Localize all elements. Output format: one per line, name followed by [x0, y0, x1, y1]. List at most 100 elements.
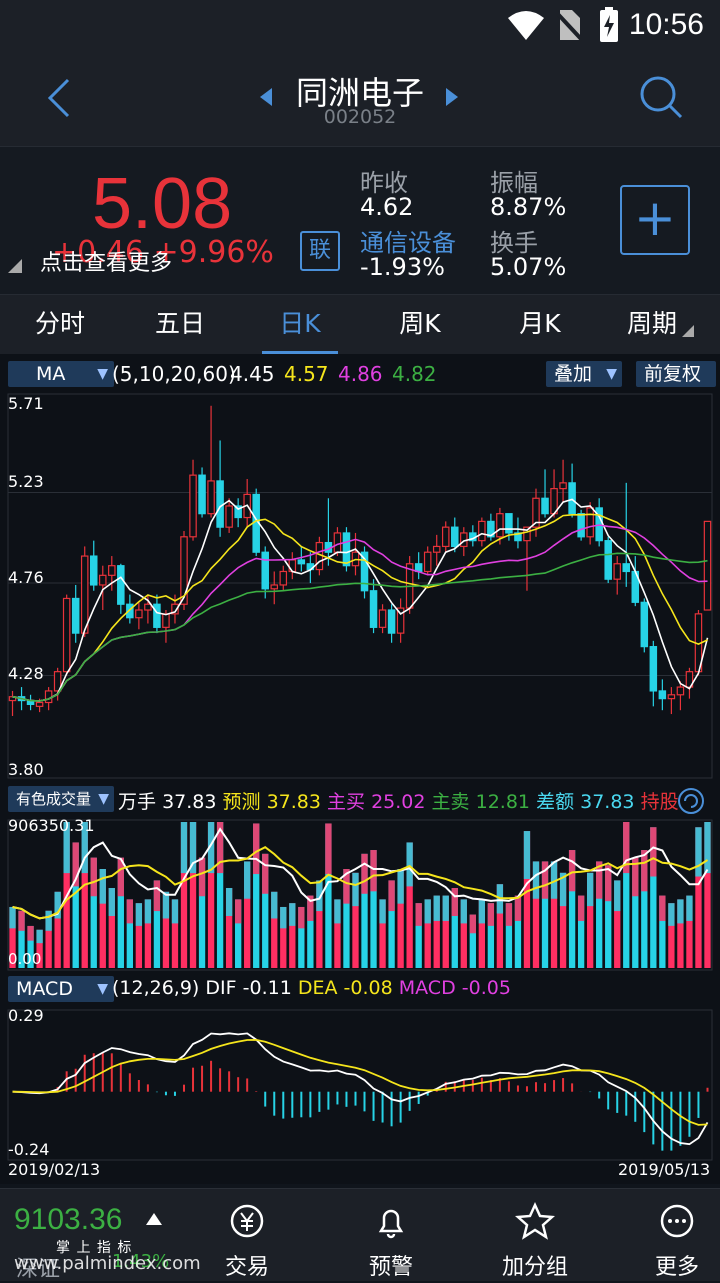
volume-bar-buy — [216, 822, 224, 874]
price-axis-label: 5.71 — [8, 394, 44, 413]
macd-label: MACD — [398, 977, 456, 999]
index-value[interactable]: 9103.36 — [14, 1203, 123, 1236]
volume-bar — [659, 895, 666, 968]
volume-bar — [171, 899, 179, 968]
candle-body — [478, 520, 486, 542]
view-more-hint[interactable]: 点击查看更多 — [40, 251, 173, 276]
candle-body — [270, 584, 279, 590]
overlay-label: 叠加 — [554, 363, 593, 385]
candle-body — [144, 603, 152, 611]
clock: 10:56 — [628, 8, 704, 41]
candle-body — [288, 559, 297, 573]
volume-bar-buy — [695, 827, 702, 877]
nav-more-label: 更多 — [654, 1255, 699, 1280]
volume-bar-buy — [54, 891, 61, 919]
volume-bar-buy — [379, 899, 386, 924]
search-icon[interactable] — [638, 74, 684, 120]
volume-bar — [90, 857, 97, 968]
volume-bar — [108, 887, 115, 968]
volume-bar-buy — [225, 887, 233, 916]
volume-bar — [54, 891, 61, 968]
volume-bar — [605, 865, 612, 968]
volume-bar — [162, 891, 170, 968]
volume-bar-buy — [198, 857, 206, 897]
overlay-select[interactable]: 叠加 ▼ — [546, 361, 622, 387]
nav-more[interactable]: 更多 — [622, 1189, 720, 1281]
candle-body — [505, 513, 513, 534]
volume-bar-buy — [90, 857, 97, 897]
tab-period[interactable]: 周期 — [626, 309, 677, 338]
volume-bar-buy — [361, 853, 368, 894]
period-dropdown-icon[interactable] — [682, 325, 694, 337]
linked-badge[interactable]: 联 — [300, 231, 340, 271]
macd-indicator-select[interactable]: MACD ▼ — [8, 976, 114, 1002]
volume-bar — [81, 822, 88, 968]
candle-body — [649, 646, 658, 692]
volume-sell-value: 12.81 — [475, 791, 531, 813]
candle-body — [496, 513, 504, 538]
volume-bar-buy — [171, 899, 179, 924]
amplitude-label: 振幅 — [490, 169, 538, 197]
back-icon[interactable] — [44, 76, 74, 120]
candle-body — [71, 597, 80, 634]
quote-panel[interactable]: 5.08 +0.46 +9.96% 点击查看更多 联 昨收 4.62 通信设备 … — [0, 146, 720, 295]
volume-bar-buy — [135, 903, 143, 926]
index-name: 深证 — [16, 1257, 61, 1282]
nav-trade[interactable]: 交易 — [192, 1189, 302, 1281]
candle-body — [189, 474, 197, 538]
volume-select-label: 有色成交量 — [16, 790, 92, 808]
header: 同洲电子 002052 — [0, 50, 720, 146]
price-axis-label: 4.76 — [8, 568, 44, 587]
tab-daily-k[interactable]: 日K — [279, 309, 321, 338]
volume-bar-buy — [388, 880, 395, 912]
macd-select-label: MACD — [16, 978, 73, 1000]
candle-body — [234, 505, 242, 519]
candle-body — [360, 551, 369, 592]
candle-body — [279, 570, 288, 586]
volume-bar — [514, 895, 522, 968]
volume-bar — [541, 861, 549, 968]
turnover-value: 5.07% — [490, 253, 567, 281]
refresh-icon[interactable] — [676, 786, 706, 816]
volume-bar-buy — [153, 880, 161, 912]
chart-area[interactable]: MA ▼ (5,10,20,60) 4.45 4.57 4.86 4.82 叠加… — [0, 354, 720, 1184]
candle-body — [541, 497, 549, 515]
volume-bar-buy — [532, 861, 540, 899]
volume-bar — [9, 906, 16, 968]
tab-five-day[interactable]: 五日 — [154, 309, 205, 338]
ma-indicator-select[interactable]: MA ▼ — [8, 361, 114, 387]
volume-bar — [144, 899, 152, 968]
tab-intraday[interactable]: 分时 — [34, 309, 85, 338]
volume-bar — [36, 929, 43, 968]
volume-bar — [27, 925, 34, 968]
price-axis-label: 5.23 — [8, 472, 44, 491]
volume-unit-label: 万手 — [118, 791, 157, 813]
volume-bar — [415, 903, 422, 968]
kline-chart[interactable] — [0, 354, 720, 1184]
tab-weekly-k[interactable]: 周K — [399, 309, 441, 338]
volume-bar — [325, 823, 332, 968]
candle-body — [117, 565, 125, 605]
volume-indicator-select[interactable]: 有色成交量 ▼ — [8, 786, 114, 812]
sector-link[interactable]: 通信设备 — [360, 229, 456, 257]
adjust-button[interactable]: 前复权 — [636, 361, 716, 387]
volume-bar-buy — [316, 880, 323, 912]
volume-bar-buy — [99, 869, 106, 904]
nav-alert[interactable]: 预警 — [336, 1189, 446, 1281]
prev-stock-icon[interactable] — [258, 86, 274, 108]
candle-body — [89, 555, 98, 586]
volume-bar-buy — [605, 865, 612, 902]
next-stock-icon[interactable] — [444, 86, 460, 108]
add-watchlist-button[interactable]: + — [620, 185, 690, 255]
volume-bar — [189, 822, 197, 968]
amplitude-value: 8.87% — [490, 193, 567, 221]
volume-bar-buy — [523, 831, 531, 879]
volume-bar — [361, 853, 368, 968]
macd-top-label: 0.29 — [8, 1006, 44, 1025]
nav-add-group[interactable]: 加分组 — [480, 1189, 590, 1281]
volume-bar — [586, 872, 594, 968]
volume-bar — [523, 831, 531, 968]
tab-monthly-k[interactable]: 月K — [519, 309, 561, 338]
candle-body — [667, 694, 676, 700]
volume-bar-buy — [334, 899, 341, 924]
